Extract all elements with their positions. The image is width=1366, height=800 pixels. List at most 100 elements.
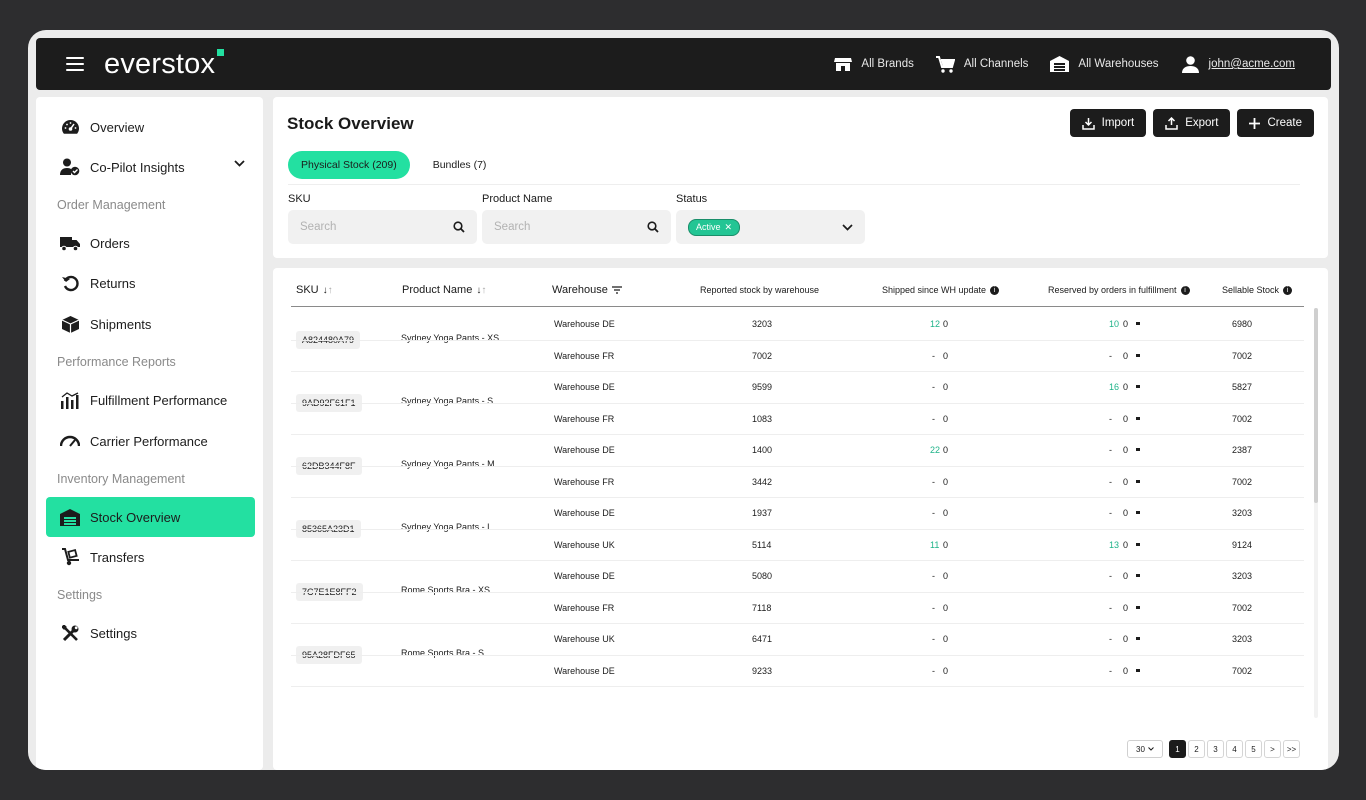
user-menu[interactable]: john@acme.com [1181, 55, 1295, 73]
chevron-down-icon[interactable] [234, 160, 245, 167]
reserved-delta-cell: 10 [1109, 319, 1120, 329]
reserved-marker-icon [1136, 353, 1140, 357]
reserved-marker-icon [1136, 322, 1140, 325]
shipped-delta-cell: - [932, 508, 935, 518]
page-button[interactable]: 3 [1207, 740, 1224, 758]
search-icon[interactable] [647, 221, 659, 233]
sidebar-item-carrier-performance[interactable]: Carrier Performance [46, 421, 255, 461]
reserved-delta-cell: 16 [1109, 382, 1120, 392]
product-name-cell: Rome Sports Bra - XS [401, 585, 491, 595]
page-button[interactable]: 1 [1169, 740, 1186, 758]
reserved-count-cell: 0 [1123, 382, 1129, 392]
reported-stock-cell: 1400 [752, 445, 773, 455]
sku-search-input[interactable]: Search [288, 210, 477, 244]
shipped-count-cell: 0 [943, 382, 949, 392]
reserved-marker-icon [1136, 416, 1140, 420]
info-icon[interactable]: i [990, 285, 1000, 295]
sellable-stock-cell: 3203 [1232, 634, 1253, 644]
channels-selector[interactable]: All Channels [935, 55, 1028, 73]
reserved-count-cell: 0 [1123, 445, 1129, 455]
column-header-product-name[interactable]: Product Name ↓↑ [402, 284, 487, 296]
sidebar-item-copilot-insights[interactable]: Co-Pilot Insights [46, 147, 255, 187]
shipped-count-cell: 0 [943, 319, 949, 329]
warehouse-cell: Warehouse FR [554, 413, 615, 424]
menu-icon[interactable] [66, 57, 84, 71]
scrollbar-thumb[interactable] [1314, 308, 1318, 503]
user-icon [1181, 55, 1200, 73]
page-button[interactable]: 5 [1245, 740, 1262, 758]
search-icon[interactable] [453, 221, 465, 233]
tab-bundles[interactable]: Bundles (7) [432, 159, 487, 171]
column-header-sellable-stock: Sellable Stock i [1222, 285, 1293, 295]
cart-icon [935, 55, 955, 73]
sku-filter-label: SKU [288, 193, 311, 205]
info-icon[interactable]: i [1283, 285, 1293, 295]
sidebar-item-fulfillment-performance[interactable]: Fulfillment Performance [46, 380, 255, 420]
bar-chart-icon [60, 390, 80, 410]
reserved-delta-cell: - [1109, 476, 1112, 487]
sidebar-item-stock-overview[interactable]: Stock Overview [46, 497, 255, 537]
reserved-count-cell: 0 [1123, 350, 1129, 361]
row-divider [291, 339, 1304, 341]
brands-selector[interactable]: All Brands [833, 56, 914, 72]
header-divider [291, 306, 1304, 307]
reported-stock-cell: 7002 [752, 350, 773, 361]
import-button[interactable]: Import [1069, 109, 1147, 137]
warehouses-selector[interactable]: All Warehouses [1050, 56, 1159, 72]
warehouse-cell: Warehouse UK [554, 634, 615, 644]
sidebar-item-returns[interactable]: Returns [46, 263, 255, 303]
page-size-select[interactable]: 30 [1127, 740, 1163, 758]
logo[interactable]: everstox [104, 48, 225, 79]
row-divider [291, 591, 1304, 593]
sort-icon[interactable]: ↓↑ [476, 284, 487, 296]
shipped-delta-cell: 11 [930, 539, 940, 550]
export-button[interactable]: Export [1153, 109, 1231, 137]
shipped-count-cell: 0 [943, 571, 949, 581]
warehouse-cell: Warehouse UK [554, 539, 615, 550]
column-header-reserved: Reserved by orders in fulfillment i [1048, 285, 1190, 295]
warehouse-icon [60, 507, 80, 527]
warehouse-cell: Warehouse DE [554, 665, 615, 676]
group-divider [291, 371, 1304, 372]
product-name-cell: Sydney Yoga Pants - XS [401, 333, 500, 343]
page-button[interactable]: 4 [1226, 740, 1243, 758]
sort-icon[interactable]: ↓↑ [322, 284, 333, 296]
reserved-count-cell: 0 [1123, 634, 1129, 644]
vertical-scrollbar[interactable] [1314, 308, 1318, 718]
product-name-search-input[interactable]: Search [482, 210, 671, 244]
sidebar-item-shipments[interactable]: Shipments [46, 304, 255, 344]
reported-stock-cell: 3203 [752, 319, 773, 329]
info-icon[interactable]: i [1180, 285, 1190, 295]
reserved-delta-cell: - [1109, 634, 1112, 644]
chevron-down-icon[interactable] [842, 223, 853, 231]
tools-icon [60, 623, 80, 643]
close-icon[interactable]: ✕ [724, 221, 733, 232]
page-button[interactable]: 2 [1188, 740, 1205, 758]
create-button[interactable]: Create [1237, 109, 1314, 137]
reserved-count-cell: 0 [1123, 476, 1129, 487]
reserved-delta-cell: - [1109, 571, 1112, 581]
page-title: Stock Overview [287, 114, 414, 133]
sidebar-item-settings[interactable]: Settings [46, 613, 255, 653]
tab-physical-stock[interactable]: Physical Stock (209) [288, 151, 410, 179]
status-chip-active[interactable]: Active ✕ [688, 218, 741, 236]
tab-divider [288, 184, 1300, 185]
sidebar-item-orders[interactable]: Orders [46, 223, 255, 263]
last-page-button[interactable]: >> [1283, 740, 1300, 758]
plus-icon [1249, 117, 1261, 129]
warehouse-cell: Warehouse FR [554, 602, 615, 613]
sidebar-item-overview[interactable]: Overview [46, 107, 255, 147]
warehouse-icon [1050, 56, 1070, 72]
sidebar-item-transfers[interactable]: Transfers [46, 537, 255, 577]
section-settings: Settings [57, 588, 103, 602]
next-page-button[interactable]: > [1264, 740, 1281, 758]
filter-icon[interactable] [611, 286, 622, 294]
status-select[interactable]: Active ✕ [676, 210, 865, 244]
column-header-sku[interactable]: SKU ↓↑ [296, 284, 333, 296]
column-header-warehouse[interactable]: Warehouse [552, 284, 622, 296]
shipped-delta-cell: - [932, 665, 935, 676]
product-name-cell: Rome Sports Bra - S [401, 648, 485, 658]
reserved-count-cell: 0 [1123, 508, 1129, 518]
group-divider [291, 623, 1304, 624]
section-order-management: Order Management [57, 198, 166, 212]
